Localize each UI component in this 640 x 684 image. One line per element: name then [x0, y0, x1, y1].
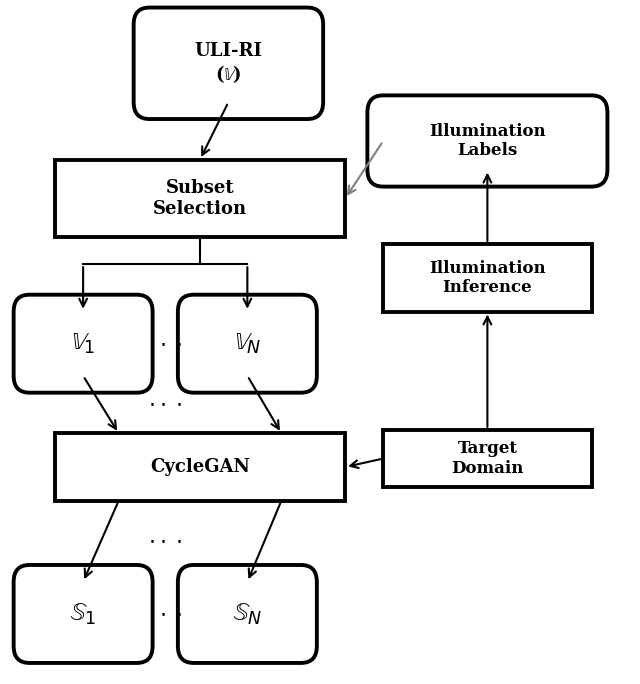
Text: CycleGAN: CycleGAN: [150, 458, 250, 476]
Text: $\cdot\cdot\cdot$: $\cdot\cdot\cdot$: [148, 395, 182, 415]
Text: Illumination
Inference: Illumination Inference: [429, 259, 546, 296]
FancyBboxPatch shape: [178, 565, 317, 663]
Text: $\mathbb{S}_N$: $\mathbb{S}_N$: [232, 601, 262, 627]
FancyBboxPatch shape: [54, 159, 345, 237]
FancyBboxPatch shape: [367, 95, 607, 187]
Text: Target
Domain: Target Domain: [451, 440, 524, 477]
Text: $\mathbb{V}_1$: $\mathbb{V}_1$: [71, 332, 95, 356]
Text: $\mathbb{V}_N$: $\mathbb{V}_N$: [234, 332, 261, 356]
FancyBboxPatch shape: [383, 244, 591, 312]
Text: Subset
Selection: Subset Selection: [153, 179, 247, 218]
FancyBboxPatch shape: [178, 295, 317, 393]
FancyBboxPatch shape: [134, 8, 323, 119]
FancyBboxPatch shape: [13, 565, 152, 663]
Text: ULI-RI
($\mathbb{V}$): ULI-RI ($\mathbb{V}$): [195, 42, 262, 85]
Text: Illumination
Labels: Illumination Labels: [429, 122, 546, 159]
FancyBboxPatch shape: [13, 295, 152, 393]
FancyBboxPatch shape: [383, 430, 591, 487]
FancyBboxPatch shape: [54, 433, 345, 501]
Text: $\cdot\cdot\cdot$: $\cdot\cdot\cdot$: [148, 334, 182, 354]
Text: $\cdot\cdot\cdot$: $\cdot\cdot\cdot$: [148, 604, 182, 624]
Text: $\mathbb{S}_1$: $\mathbb{S}_1$: [70, 601, 97, 627]
Text: $\cdot\cdot\cdot$: $\cdot\cdot\cdot$: [148, 531, 182, 551]
